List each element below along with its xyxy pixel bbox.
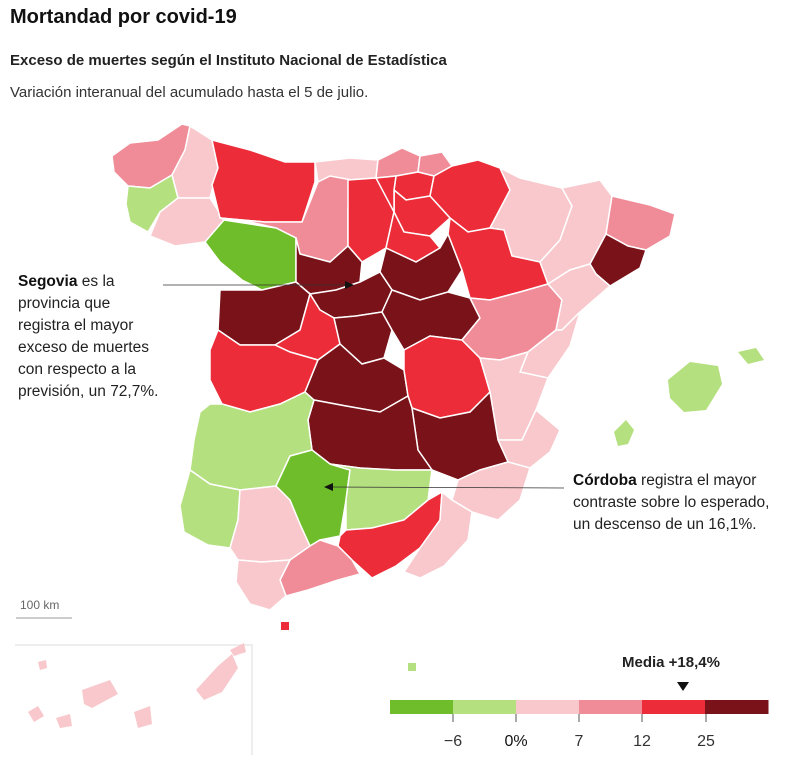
legend-color-bar [390,700,769,714]
map-description: Variación interanual del acumulado hasta… [10,84,369,101]
cordoba-pointer [324,483,565,491]
scale-bar-label: 100 km [20,598,60,612]
annotation-segovia-text: es la provincia que registra el mayor ex… [18,273,159,400]
legend-tick-marks [452,714,707,722]
province-burgos [374,175,442,263]
legend-tick-label: 7 [574,733,584,750]
annotation-segovia-name: Segovia [18,273,78,290]
legend-tick-label: 25 [697,733,715,750]
province-cordoba [275,449,351,548]
province-las-palmas [134,643,246,728]
legend-bin [705,700,769,714]
media-marker-triangle [677,682,689,691]
canary-inset-frame [15,644,253,755]
province-melilla [408,663,416,671]
legend-media-label: Media +18,4% [622,654,720,671]
province-zamora [204,219,297,291]
province-ibiza [614,420,634,446]
legend-bin [390,700,454,714]
annotation-segovia: Segovia es la provincia que registra el … [18,271,166,403]
province-tarragona [546,263,612,331]
legend-bin [453,700,517,714]
legend-bin [516,700,580,714]
province-ceuta [281,622,289,630]
map-subtitle: Exceso de muertes según el Instituto Nac… [10,52,447,69]
province-asturias [211,138,316,223]
legend-tick-label: 12 [633,733,651,750]
annotation-cordoba-name: Córdoba [573,472,637,489]
annotation-cordoba-text: registra el mayor contraste sobre lo esp… [573,472,770,533]
legend-tick-label: 0% [504,733,528,750]
segovia-pointer [163,281,354,289]
legend-tick-label: −6 [443,733,463,750]
annotation-cordoba: Córdoba registra el mayor contraste sobr… [573,470,773,536]
province-menorca [738,348,764,364]
province-almeria [402,490,473,579]
province-cadiz [235,559,292,611]
legend-bin [642,700,706,714]
legend-bin [579,700,643,714]
province-tenerife [28,660,118,728]
province-mallorca [668,362,722,412]
page-title: Mortandad por covid-19 [10,6,237,28]
